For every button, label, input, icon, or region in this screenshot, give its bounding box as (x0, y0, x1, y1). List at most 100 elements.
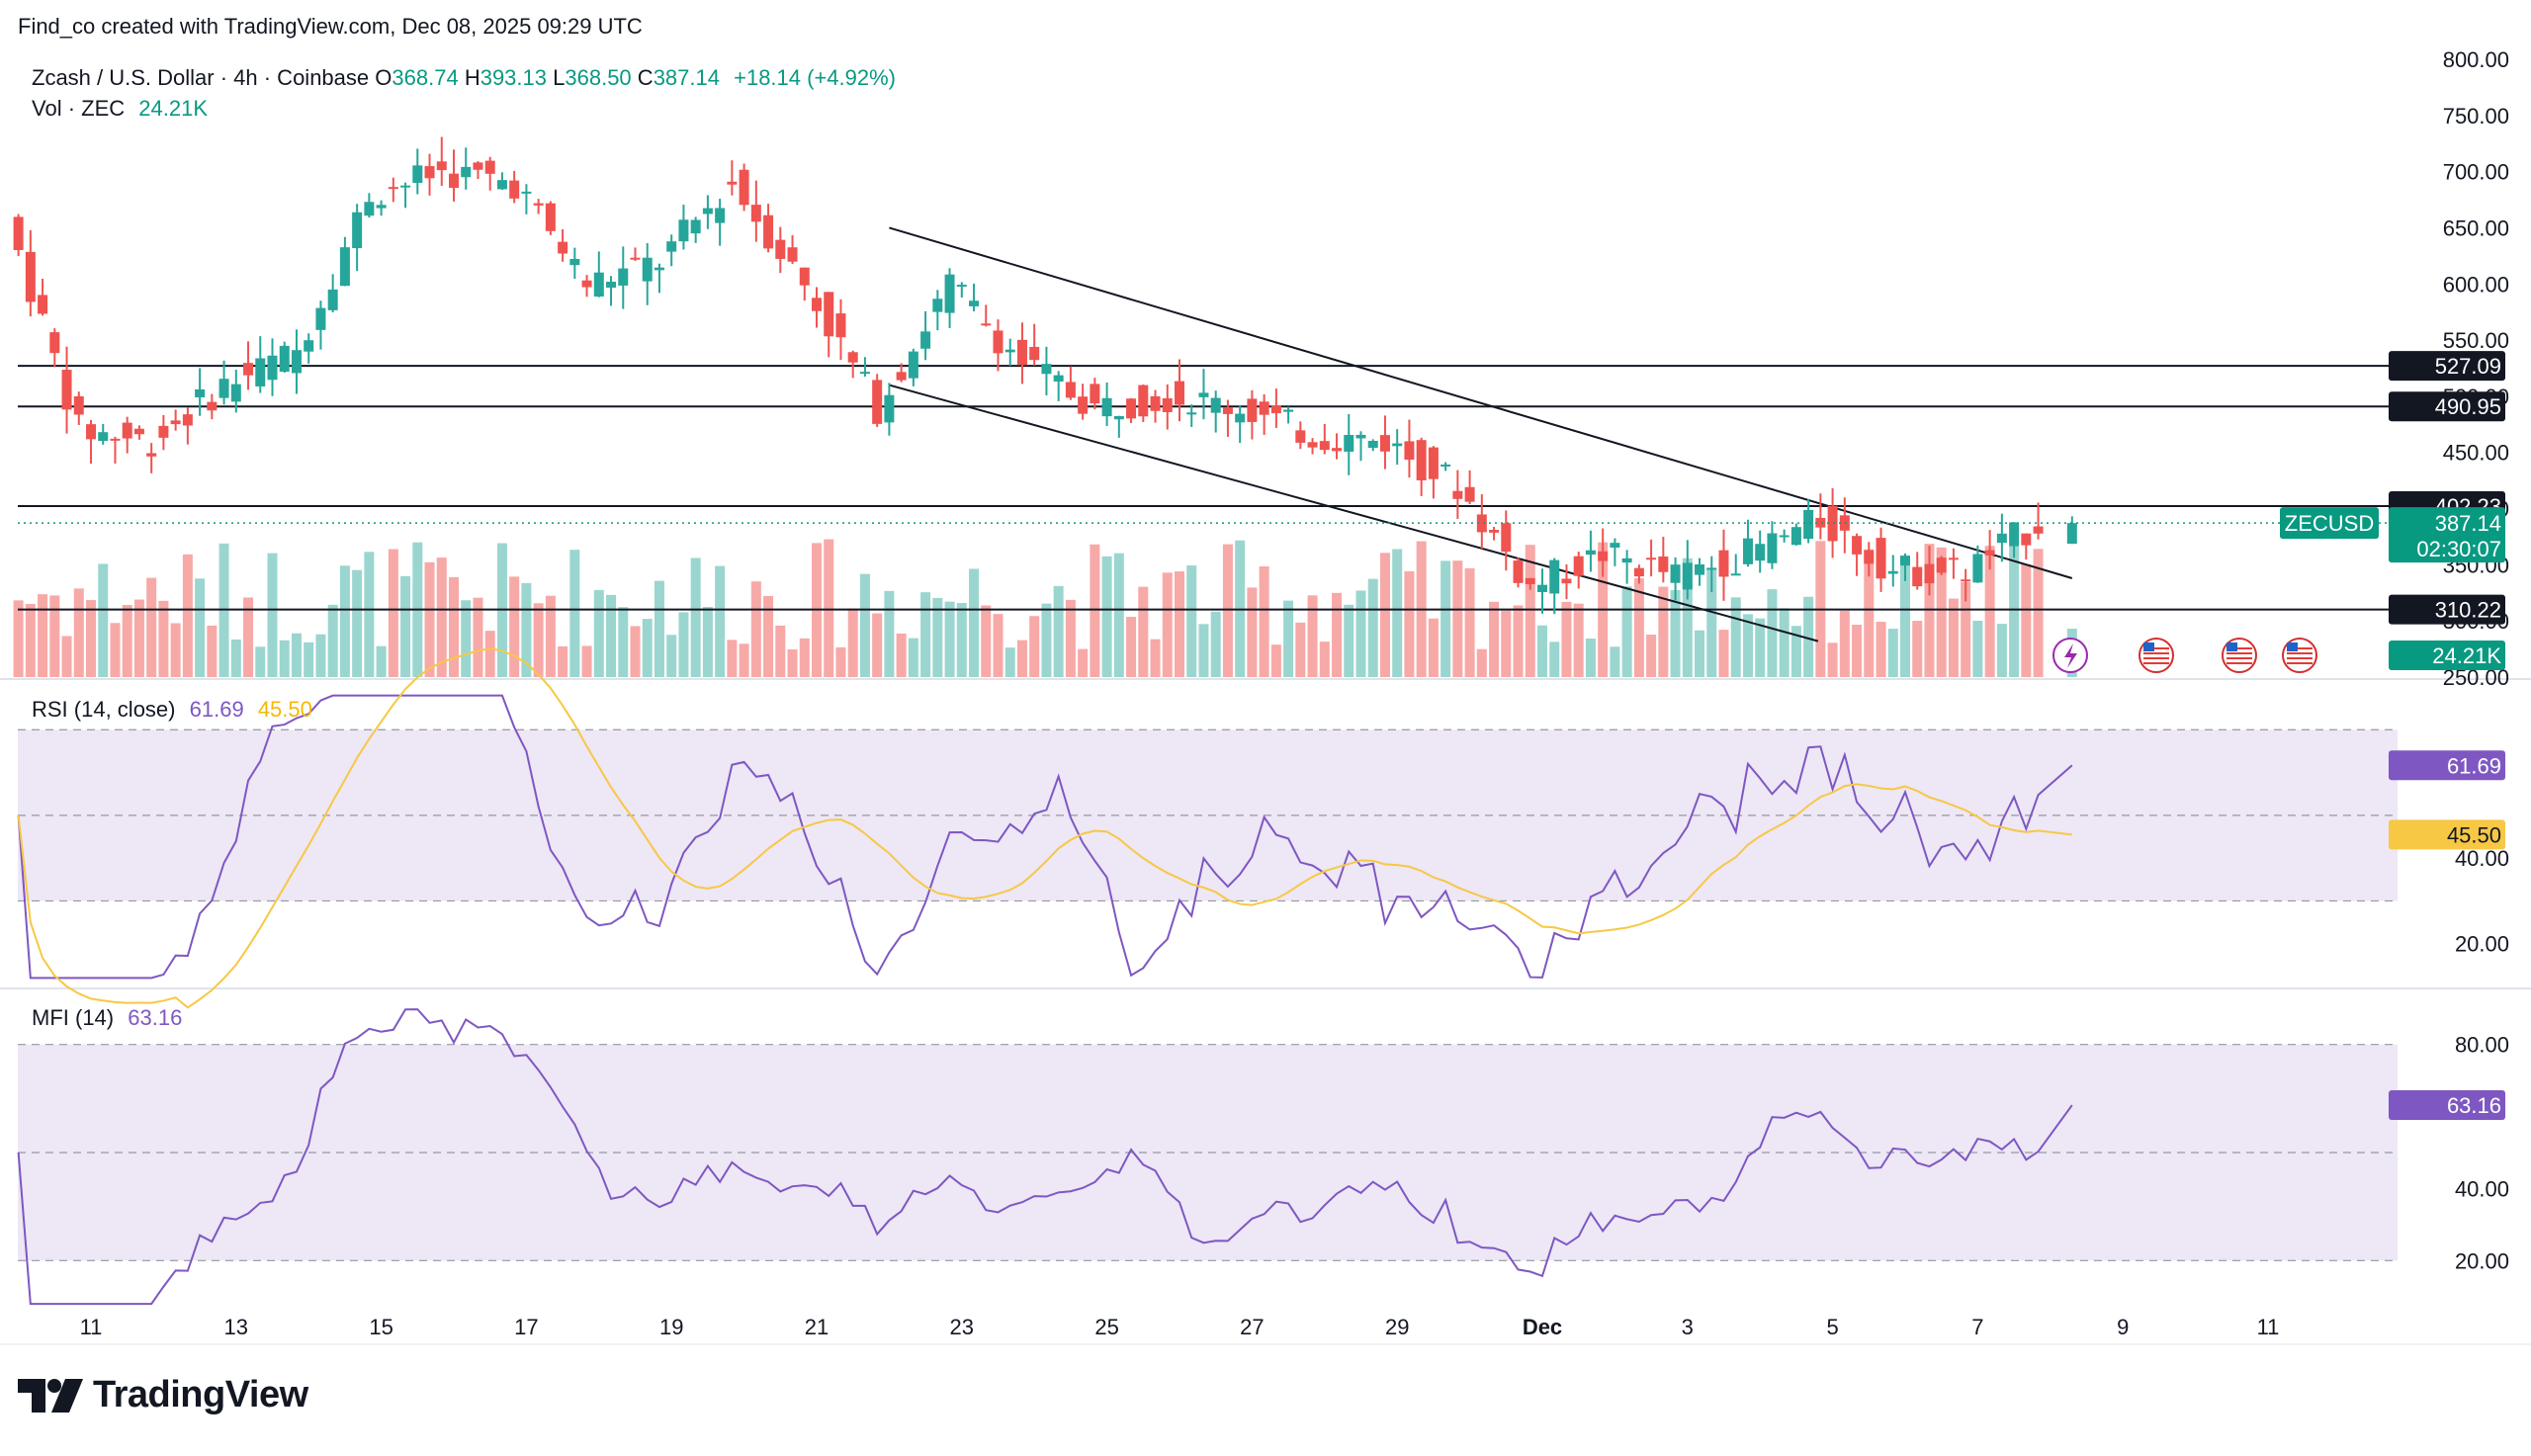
candle-body (787, 247, 798, 262)
tradingview-logo[interactable]: TradingView (18, 1374, 308, 1416)
rsi-ma-tag (2389, 819, 2505, 850)
time-axis-tick: 21 (805, 1315, 829, 1339)
candle-body (642, 257, 653, 282)
candle-body (1912, 566, 1923, 587)
volume-bar (666, 635, 677, 677)
open-value: 368.74 (392, 65, 459, 90)
candle-body (521, 191, 532, 194)
lightning-bolt-icon (2064, 643, 2077, 668)
candle-body (1392, 443, 1403, 447)
volume-bar (38, 594, 48, 677)
candle-body (1150, 395, 1161, 411)
mfi-value-tag (2389, 1090, 2505, 1121)
volume-bar (339, 565, 350, 677)
candle-body (1198, 392, 1209, 397)
volume-bar (1706, 567, 1717, 677)
candle-body (291, 350, 302, 374)
candle-body (1876, 538, 1886, 579)
volume-bar (1621, 586, 1632, 677)
volume-bar (824, 539, 834, 677)
volume-bar (327, 604, 338, 677)
volume-bar (1222, 544, 1233, 677)
candle-body (1996, 533, 2007, 544)
countdown-label: 02:30:07 (2416, 537, 2501, 561)
volume-bar (1162, 572, 1173, 677)
volume-bar (1078, 648, 1089, 677)
volume-tag (2389, 641, 2505, 670)
candle-body (1210, 397, 1221, 413)
candle-body (1573, 556, 1584, 576)
volume-bar (1876, 622, 1886, 677)
volume-bar (1864, 549, 1875, 677)
candle-body (1404, 441, 1415, 461)
candle-body (1101, 397, 1112, 417)
candle-body (388, 187, 398, 190)
volume-bar (352, 569, 363, 677)
change-value: +18.14 (+4.92%) (734, 65, 897, 90)
volume-bar (461, 600, 472, 677)
candle-body (1126, 398, 1137, 419)
time-axis-tick: 11 (80, 1315, 103, 1339)
rsi-legend: RSI (14, close) 61.69 45.50 (32, 697, 312, 723)
candle-body (847, 352, 858, 363)
level-price-tag (2389, 351, 2505, 382)
mfi-value-label: 63.16 (2447, 1093, 2501, 1118)
volume-bar (1984, 546, 1995, 677)
volume-bar (484, 631, 495, 677)
volume-bar (1404, 570, 1415, 677)
candle-body (61, 370, 72, 410)
volume-bar (956, 603, 967, 677)
volume-bar (1319, 642, 1330, 677)
candle-body (799, 267, 810, 286)
symbol-tag (2280, 507, 2379, 540)
candle-body (1827, 505, 1838, 542)
volume-bar (291, 633, 302, 677)
volume-bar (304, 642, 314, 677)
volume-bar (1779, 608, 1789, 677)
volume-bar (1537, 625, 1547, 677)
candle-body (1790, 527, 1801, 546)
level-price-tag (2389, 594, 2505, 625)
volume-bar (1561, 601, 1572, 677)
volume-bar (920, 592, 931, 677)
volume-bar (158, 600, 169, 677)
volume-bar (267, 553, 278, 677)
candle-body (993, 330, 1004, 354)
candle-body (1900, 556, 1910, 566)
volume-bar (1379, 553, 1390, 677)
candle-body (13, 216, 24, 251)
creator-line: Find_co created with TradingView.com, De… (18, 14, 643, 39)
volume-bar (1053, 585, 1064, 677)
volume-bar (2033, 549, 2044, 677)
candle-body (1247, 398, 1258, 422)
volume-bar (884, 590, 895, 677)
volume-bar (642, 619, 653, 677)
candle-body (896, 372, 907, 381)
volume-bar (388, 549, 398, 677)
volume-bar (847, 608, 858, 677)
volume-bar (630, 626, 641, 677)
candle-body (1175, 381, 1184, 405)
volume-bar (1790, 626, 1801, 677)
volume-bar (1270, 644, 1281, 677)
close-value: 387.14 (653, 65, 720, 90)
candle-body (2021, 533, 2032, 546)
candle-body (593, 272, 604, 297)
us-flag-event-icon-canton (2226, 642, 2237, 651)
candle-body (1646, 557, 1657, 560)
volume-bar (315, 634, 326, 677)
candle-body (1029, 346, 1040, 361)
candle-body (750, 205, 761, 222)
volume-bar (872, 613, 883, 677)
candle-body (412, 165, 423, 184)
candle-body (1113, 415, 1124, 420)
volume-bar (243, 597, 254, 677)
candle-body (170, 420, 181, 425)
time-axis-tick: 11 (2257, 1315, 2280, 1339)
volume-bar (182, 554, 193, 677)
volume-bar (1695, 630, 1705, 677)
candle-body (920, 331, 931, 349)
candle-body (1476, 514, 1487, 533)
candle-body (1525, 577, 1535, 584)
